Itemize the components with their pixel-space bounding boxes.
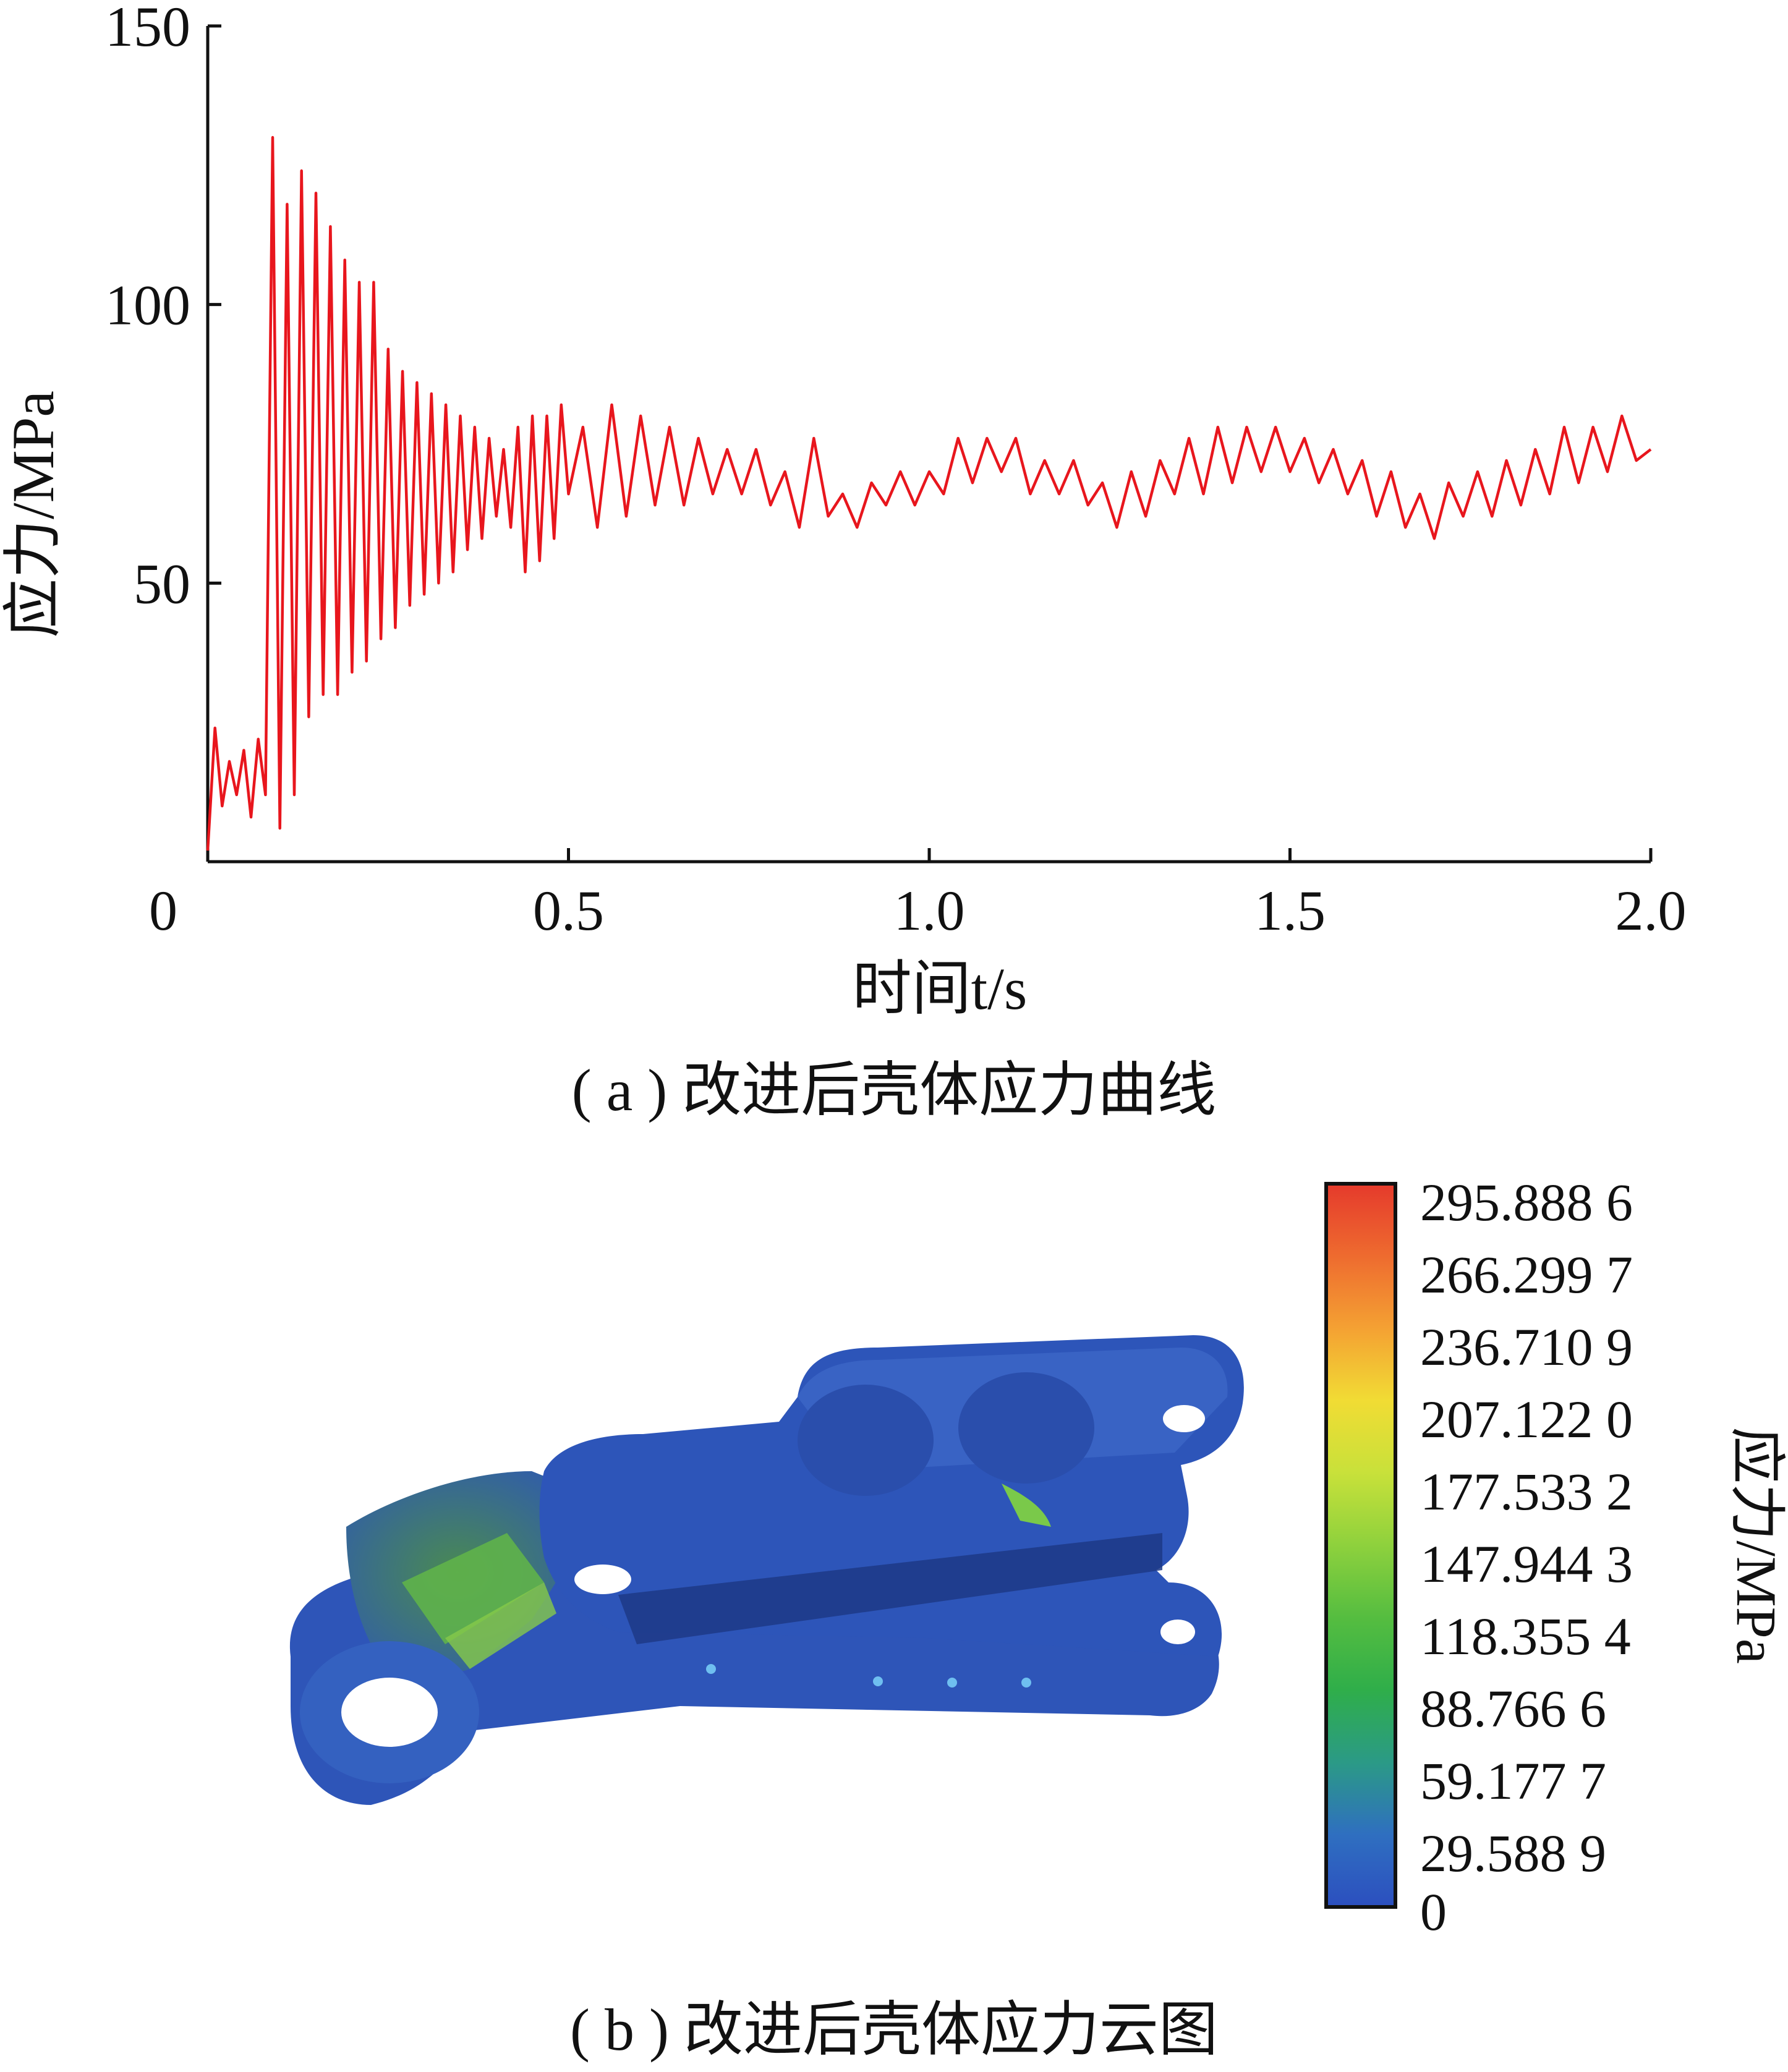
colorbar-label: 177.533 2 [1420,1462,1633,1521]
housing-cavity-1 [798,1385,934,1496]
colorbar-label: 207.122 0 [1420,1390,1633,1449]
stress-curve-panel: 0 0.5 1.0 1.5 2.0 50 100 150 时间t/s 应力/MPa ( a … [0,0,1687,1123]
housing-rib-highlight [445,1582,556,1669]
housing-front-hole [574,1565,631,1594]
housing-dot [706,1664,716,1674]
colorbar-label: 0 [1420,1882,1447,1942]
colorbar-label: 266.299 7 [1420,1245,1633,1304]
caption-b: ( b ) 改进后壳体应力云图 [570,1997,1218,2063]
housing-right-hole [1163,1405,1205,1432]
stress-contour-panel: 295.888 6 266.299 7 236.710 9 207.122 0 … [289,1173,1788,2063]
colorbar-label: 236.710 9 [1420,1317,1633,1377]
y-tick-label: 50 [134,552,190,615]
housing-cavity-2 [958,1372,1094,1484]
colorbar-label: 295.888 6 [1420,1173,1633,1232]
x-tick-label: 0 [149,879,177,942]
x-tick-label: 2.0 [1616,879,1687,942]
colorbar-label: 118.355 4 [1420,1607,1631,1666]
housing-side-plate [618,1533,1162,1644]
housing-left-ribs [402,1533,544,1644]
housing-contour-image [289,1335,1244,1805]
housing-left-bore [341,1678,438,1747]
stress-series-line [206,136,1652,851]
housing-right-hole-lower [1160,1620,1195,1644]
housing-dot [947,1678,957,1688]
housing-green-accent [1002,1484,1051,1527]
colorbar-label: 29.588 9 [1420,1824,1606,1883]
x-ticks: 0 0.5 1.0 1.5 2.0 [149,848,1687,942]
axes [206,26,1651,864]
colorbar [1324,1182,1397,1909]
housing-dot [873,1676,883,1686]
colorbar-label: 147.944 3 [1420,1534,1633,1594]
housing-dot [1021,1678,1031,1688]
colorbar-label: 88.766 6 [1420,1679,1606,1738]
x-axis-label: 时间t/s [853,956,1028,1022]
x-tick-label: 1.5 [1254,879,1326,942]
x-tick-label: 0.5 [533,879,604,942]
y-tick-label: 150 [105,0,190,58]
y-tick-label: 100 [105,274,190,337]
y-axis-label: 应力/MPa [0,391,66,638]
colorbar-title: 应力/MPa [1725,1427,1788,1663]
x-tick-label: 1.0 [894,879,965,942]
colorbar-label: 59.177 7 [1420,1751,1606,1811]
caption-a: ( a ) 改进后壳体应力曲线 [572,1057,1217,1123]
colorbar-labels: 295.888 6 266.299 7 236.710 9 207.122 0 … [1420,1173,1633,1942]
y-ticks: 50 100 150 [105,0,221,615]
